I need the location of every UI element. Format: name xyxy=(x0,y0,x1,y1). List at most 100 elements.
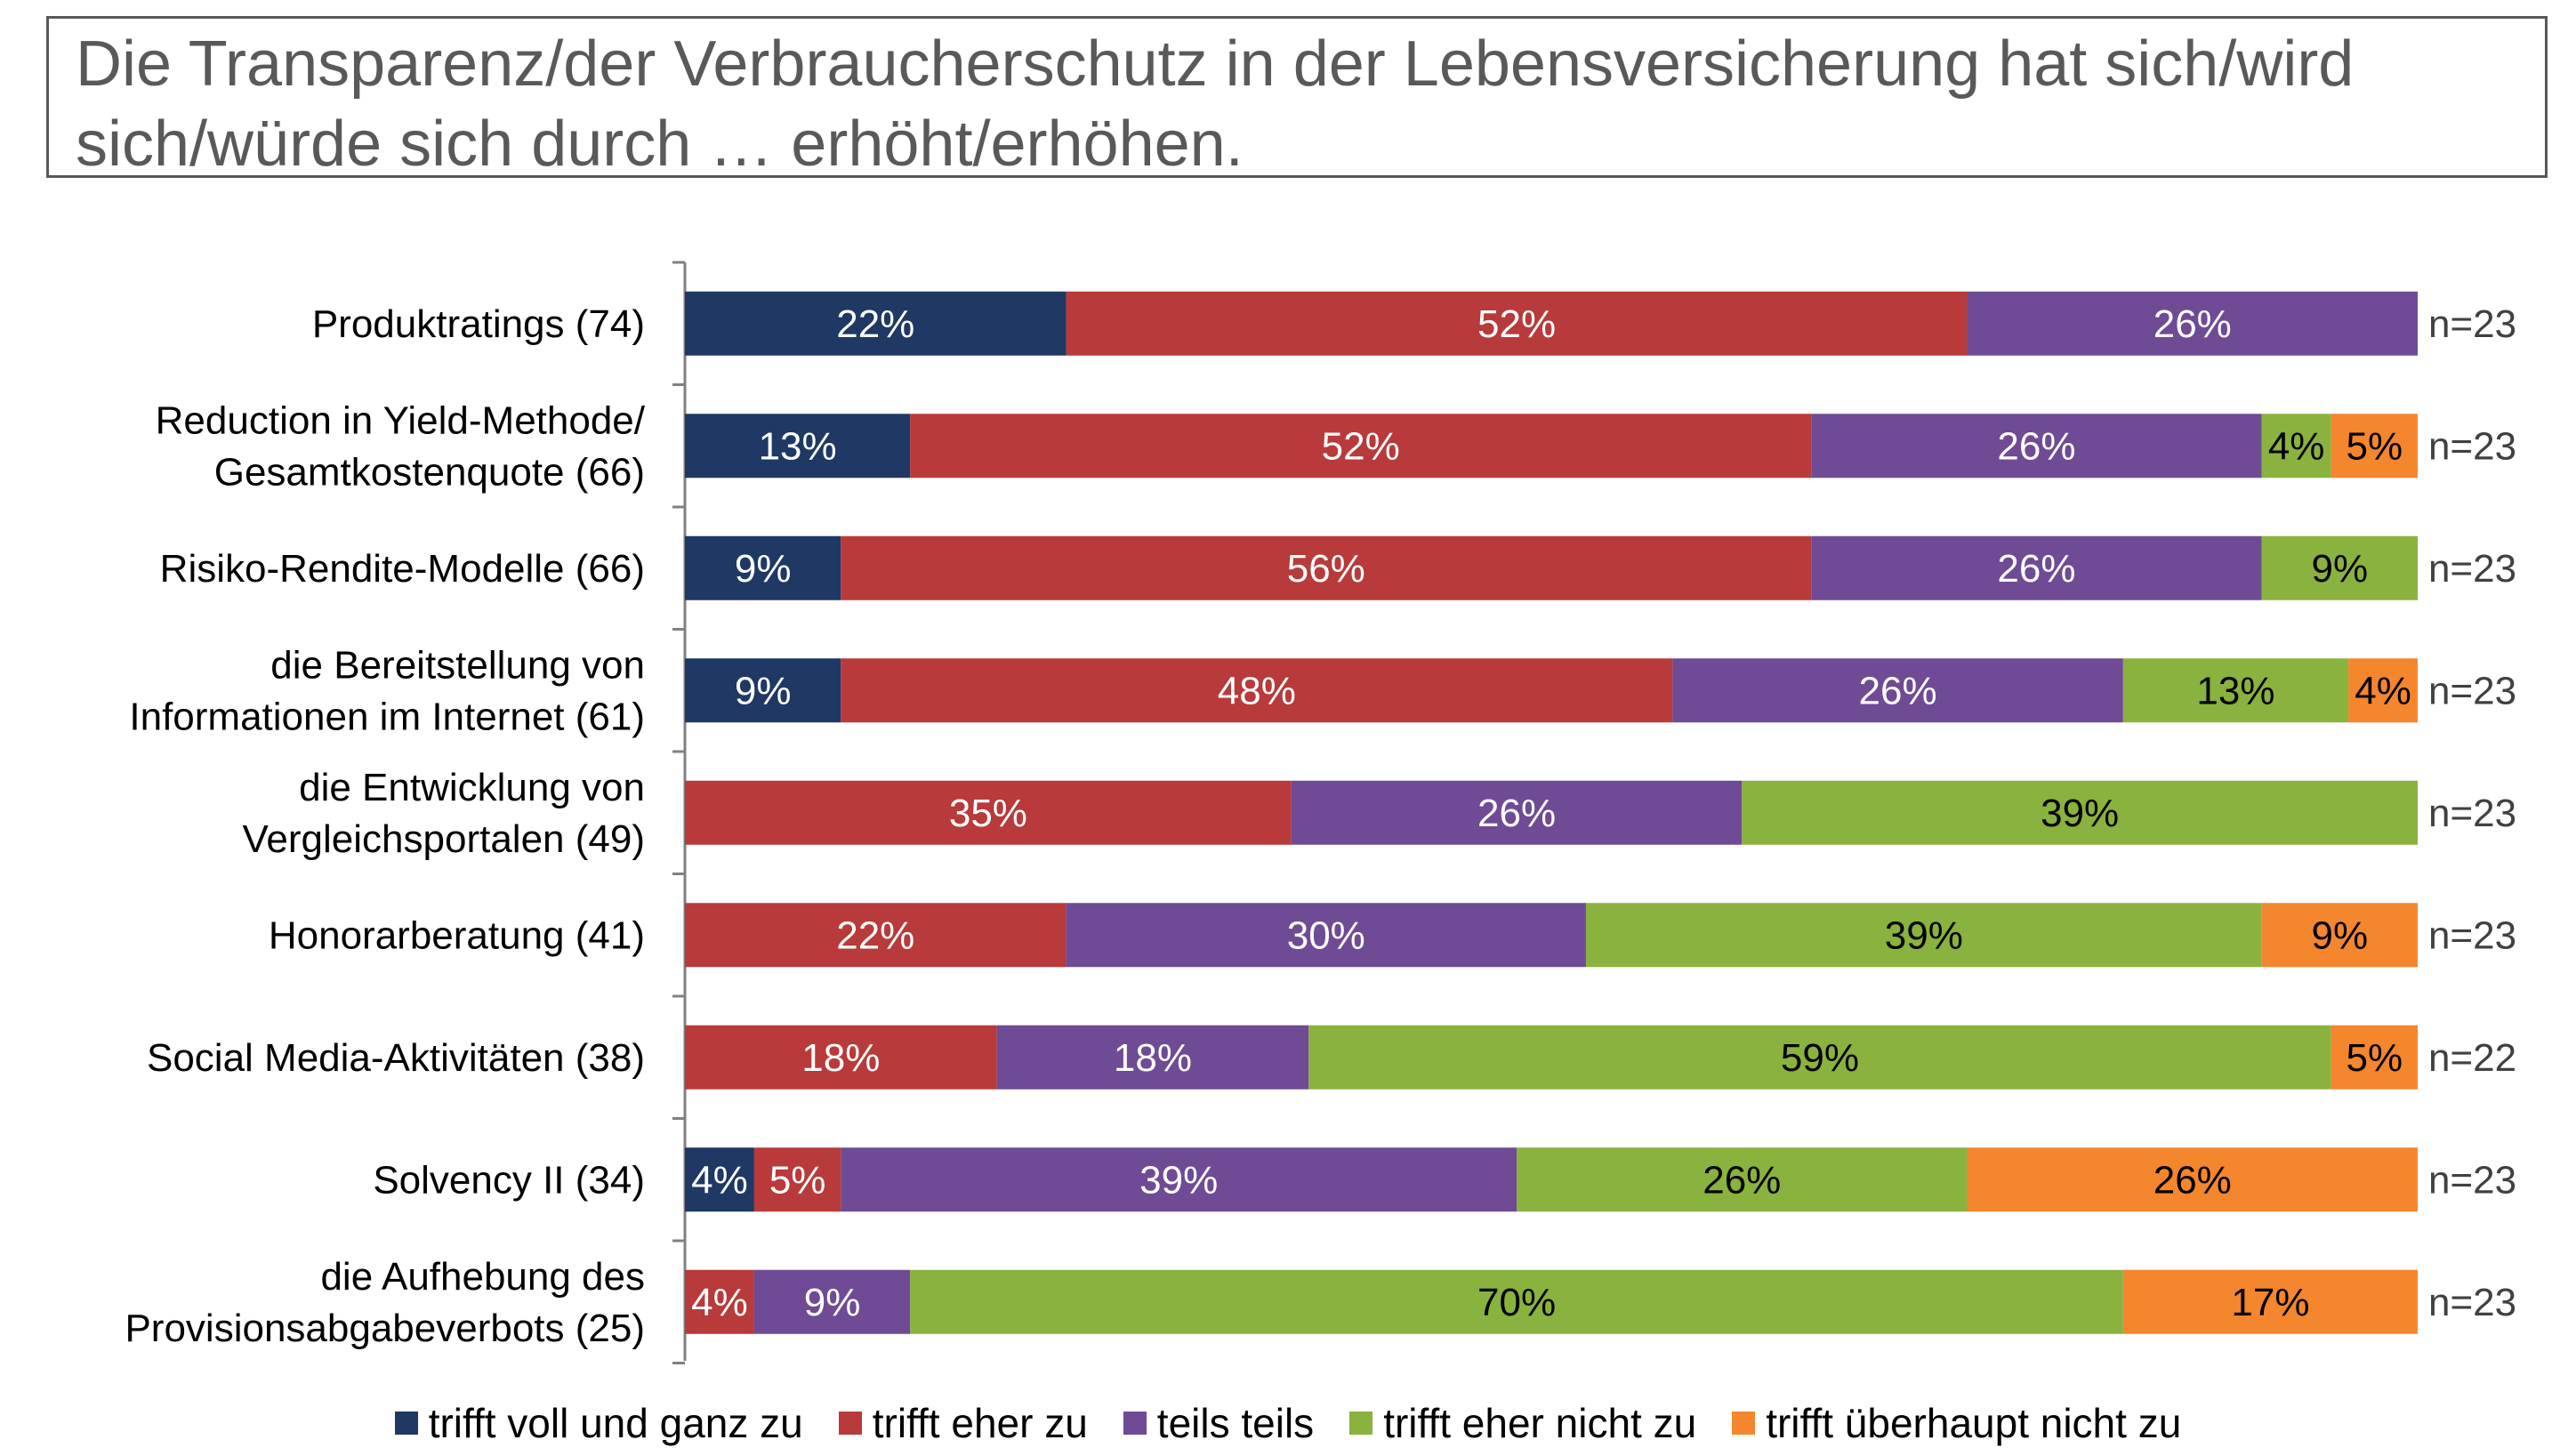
legend-label: trifft eher zu xyxy=(872,1400,1088,1446)
category-label: Reduction in Yield-Methode/ xyxy=(156,398,646,442)
data-label: 9% xyxy=(804,1281,861,1324)
legend-item: teils teils xyxy=(1123,1399,1314,1447)
data-label: 26% xyxy=(1997,547,2075,591)
data-label: 52% xyxy=(1322,424,1400,468)
bar-segment xyxy=(685,1147,754,1212)
bar-segment xyxy=(2122,1269,2418,1334)
data-label: 39% xyxy=(1139,1158,1218,1202)
bar-segment xyxy=(2261,903,2418,968)
n-label: n=23 xyxy=(2428,913,2516,957)
bar-segment xyxy=(910,1269,2123,1334)
n-label: n=23 xyxy=(2428,792,2516,835)
data-label: 4% xyxy=(2355,669,2411,712)
n-label: n=23 xyxy=(2428,1158,2516,1202)
bar-segment xyxy=(1066,903,1586,968)
data-label: 39% xyxy=(2041,792,2119,835)
legend: trifft voll und ganz zu trifft eher zu tei… xyxy=(0,1395,2576,1452)
bar-segment xyxy=(685,535,841,600)
n-label: n=22 xyxy=(2428,1036,2516,1080)
bar-segment xyxy=(685,903,1067,968)
data-label: 70% xyxy=(1477,1281,1556,1324)
data-label: 48% xyxy=(1218,669,1296,712)
n-label: n=23 xyxy=(2428,302,2516,346)
data-label: 56% xyxy=(1287,547,1365,591)
bar-segment xyxy=(2348,658,2418,723)
data-label: 4% xyxy=(691,1158,748,1202)
category-label: Vergleichsportalen (49) xyxy=(243,817,645,861)
category-label: die Bereitstellung von xyxy=(270,643,645,687)
legend-item: trifft eher nicht zu xyxy=(1349,1399,1696,1447)
bar-segment xyxy=(1291,780,1743,845)
data-label: 4% xyxy=(691,1281,748,1324)
legend-label: teils teils xyxy=(1156,1400,1315,1446)
data-label: 9% xyxy=(2312,547,2369,591)
n-label: n=23 xyxy=(2428,1281,2516,1324)
bar-segment xyxy=(685,658,841,723)
data-label: 26% xyxy=(1477,792,1556,835)
legend-label: trifft voll und ganz zu xyxy=(428,1400,803,1446)
data-label: 17% xyxy=(2231,1281,2309,1324)
data-label: 9% xyxy=(2312,913,2369,957)
bar-segment xyxy=(1811,414,2262,479)
bar-segment xyxy=(685,414,911,479)
category-label: die Entwicklung von xyxy=(299,766,645,809)
bar-segment xyxy=(685,291,1067,356)
data-label: 26% xyxy=(1859,669,1937,712)
category-label: Informationen im Internet (61) xyxy=(129,695,645,738)
legend-item: trifft voll und ganz zu xyxy=(394,1399,803,1447)
bar-segment xyxy=(1066,291,1968,356)
bar-segment xyxy=(2330,414,2418,479)
bar-segment xyxy=(1967,1147,2418,1212)
bar-segment xyxy=(1585,903,2262,968)
n-labels: n=23 n=23 n=23 n=23 n=23 n=23 n=22 n=23 n=23 xyxy=(2428,302,2516,1324)
legend-swatch xyxy=(1123,1412,1147,1435)
legend-swatch xyxy=(838,1412,862,1435)
bar-segment xyxy=(753,1269,911,1334)
n-label: n=23 xyxy=(2428,547,2516,591)
chart-title: Die Transparenz/der Verbraucherschutz in… xyxy=(76,28,2355,180)
bar-segment xyxy=(685,780,1292,845)
data-label: 18% xyxy=(801,1036,880,1080)
data-label: 59% xyxy=(1781,1036,1859,1080)
n-label: n=23 xyxy=(2428,424,2516,468)
data-label: 35% xyxy=(949,792,1027,835)
category-label: Provisionsabgabeverbots (25) xyxy=(125,1307,645,1350)
data-label: 26% xyxy=(2153,302,2232,346)
bar-segment xyxy=(841,535,1812,600)
legend-swatch xyxy=(1732,1412,1756,1435)
bar-segment xyxy=(1967,291,2418,356)
legend-item: trifft eher zu xyxy=(838,1399,1088,1447)
n-label: n=23 xyxy=(2428,669,2516,712)
data-label: 9% xyxy=(735,547,792,591)
data-label: 18% xyxy=(1114,1036,1192,1080)
category-label: Honorarberatung (41) xyxy=(269,913,645,957)
data-label: 9% xyxy=(735,669,792,712)
data-label: 13% xyxy=(2196,669,2274,712)
bar-segment xyxy=(685,1269,754,1334)
data-label: 26% xyxy=(2153,1158,2232,1202)
bar-segment xyxy=(2261,414,2331,479)
data-label: 30% xyxy=(1287,913,1365,957)
bar-segment xyxy=(2122,658,2349,723)
category-label: die Aufhebung des xyxy=(320,1255,645,1299)
data-label: 5% xyxy=(769,1158,826,1202)
legend-label: trifft eher nicht zu xyxy=(1383,1400,1697,1446)
bar-segment xyxy=(2261,535,2418,600)
data-label: 5% xyxy=(2347,424,2403,468)
bar-segment xyxy=(1672,658,2123,723)
data-label: 26% xyxy=(1997,424,2075,468)
title-box: Die Transparenz/der Verbraucherschutz in… xyxy=(46,16,2548,180)
bar-segment xyxy=(841,1147,1517,1212)
data-label: 39% xyxy=(1885,913,1963,957)
bar-segment xyxy=(910,414,1812,479)
category-label: Gesamtkostenquote (66) xyxy=(214,450,645,494)
bar-segment xyxy=(1308,1025,2331,1090)
legend-swatch xyxy=(1349,1412,1373,1435)
data-label: 13% xyxy=(759,424,837,468)
legend-label: trifft überhaupt nicht zu xyxy=(1766,1400,2182,1446)
bar-segment xyxy=(2330,1025,2418,1090)
category-labels: Produktratings (74) Reduction in Yield-Me… xyxy=(125,302,645,1350)
category-label: Solvency II (34) xyxy=(373,1158,645,1202)
bar-segment xyxy=(753,1147,841,1212)
bar-segment xyxy=(1742,780,2418,845)
